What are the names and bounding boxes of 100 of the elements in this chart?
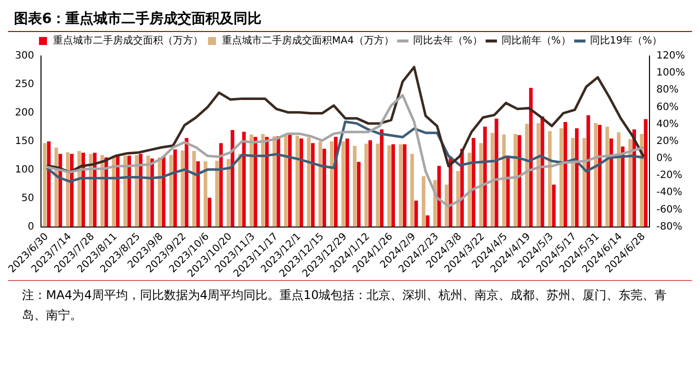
bar: [616, 132, 621, 227]
bar: [311, 143, 315, 227]
bar: [560, 128, 564, 227]
bar: [364, 144, 368, 227]
y-tick-label: 0: [28, 221, 34, 232]
legend-label: 同比前年（%）: [501, 34, 571, 47]
bar: [242, 132, 246, 227]
bar: [483, 126, 487, 227]
legend-label: 同比去年（%）: [412, 34, 482, 47]
legend-label: 同比19年（%）: [590, 34, 662, 47]
bar: [43, 143, 47, 227]
bar: [208, 198, 212, 227]
bar: [66, 152, 70, 227]
legend-label: 重点城市二手房成交面积MA4（万方）: [222, 34, 394, 47]
text: 注：MA4为4周平均，同比数据为4周平均同比。重点10城包括：北京、深圳、杭州、南京、成都、苏州、厦门、东莞、青岛、南宁。: [22, 287, 668, 324]
y2-tick-label: 60%: [656, 102, 679, 113]
y-tick-label: 150: [14, 136, 34, 147]
bar: [380, 129, 384, 227]
bar: [173, 149, 177, 227]
bar: [414, 200, 418, 227]
bar: [238, 154, 242, 227]
bar: [250, 134, 254, 227]
bar: [265, 136, 269, 227]
bar: [594, 123, 598, 227]
legend-label: 重点城市二手房成交面积（万方）: [52, 34, 203, 47]
bar: [605, 126, 610, 227]
bar: [146, 156, 150, 227]
bar: [318, 141, 322, 227]
bar: [134, 155, 138, 227]
bar: [575, 128, 579, 227]
y2-tick-label: 20%: [656, 136, 679, 147]
bar: [352, 146, 357, 227]
y2-tick-label: 40%: [656, 118, 679, 130]
y2-tick-label: -60%: [656, 204, 682, 216]
bar: [300, 138, 304, 227]
bar: [219, 143, 223, 227]
bar: [514, 134, 518, 227]
bar: [123, 156, 127, 227]
y2-tick-label: 100%: [656, 68, 686, 79]
bar: [398, 144, 402, 227]
bar: [387, 145, 391, 227]
y2-tick-label: -20%: [656, 170, 682, 182]
bar: [494, 118, 498, 227]
bar: [536, 123, 540, 227]
bar: [422, 176, 426, 227]
bar: [169, 155, 173, 227]
bar: [552, 184, 556, 227]
bar: [490, 132, 494, 227]
bar: [180, 150, 184, 227]
bar: [518, 135, 522, 227]
bar: [444, 184, 448, 227]
bar: [356, 162, 361, 227]
bar: [138, 154, 142, 227]
bar: [620, 146, 625, 227]
bar: [230, 130, 234, 227]
bar: [226, 159, 230, 227]
bar: [437, 166, 441, 227]
bar: [345, 138, 350, 227]
bar: [644, 119, 648, 227]
bar: [472, 138, 476, 227]
bar: [570, 138, 575, 227]
bar: [426, 215, 430, 227]
bar: [506, 156, 510, 227]
bar: [468, 152, 472, 227]
y-tick-label: 200: [14, 108, 34, 119]
y-tick-label: 300: [14, 50, 34, 62]
bar: [368, 140, 372, 227]
y2-tick-label: 0%: [656, 153, 672, 164]
bar: [127, 156, 131, 227]
chart-title: 图表6：重点城市二手房成交面积及同比: [8, 8, 692, 32]
bar: [196, 161, 200, 227]
bar: [564, 122, 568, 227]
bar: [628, 139, 632, 227]
bar: [525, 124, 529, 227]
bar: [341, 141, 346, 227]
y2-tick-label: -80%: [656, 221, 682, 232]
bar: [330, 141, 334, 227]
y2-tick-label: 120%: [656, 50, 686, 62]
bar: [548, 131, 552, 227]
bar: [376, 144, 380, 227]
bar: [529, 88, 533, 227]
y-tick-label: 50: [21, 192, 34, 204]
bar: [192, 151, 196, 227]
bar: [456, 170, 460, 227]
bar: [307, 137, 311, 227]
bar: [402, 144, 406, 227]
bar: [288, 134, 292, 227]
y2-tick-label: -40%: [656, 187, 682, 198]
bar: [598, 124, 602, 227]
bar: [204, 161, 208, 227]
bar: [410, 154, 414, 227]
bar: [215, 160, 219, 227]
y-tick-label: 100: [14, 164, 34, 176]
bar: [609, 138, 614, 227]
bar: [479, 143, 483, 227]
bar: [582, 138, 586, 227]
bar: [254, 136, 258, 227]
bar: [502, 134, 506, 227]
y2-tick-label: 80%: [656, 84, 679, 96]
bar: [391, 144, 395, 227]
